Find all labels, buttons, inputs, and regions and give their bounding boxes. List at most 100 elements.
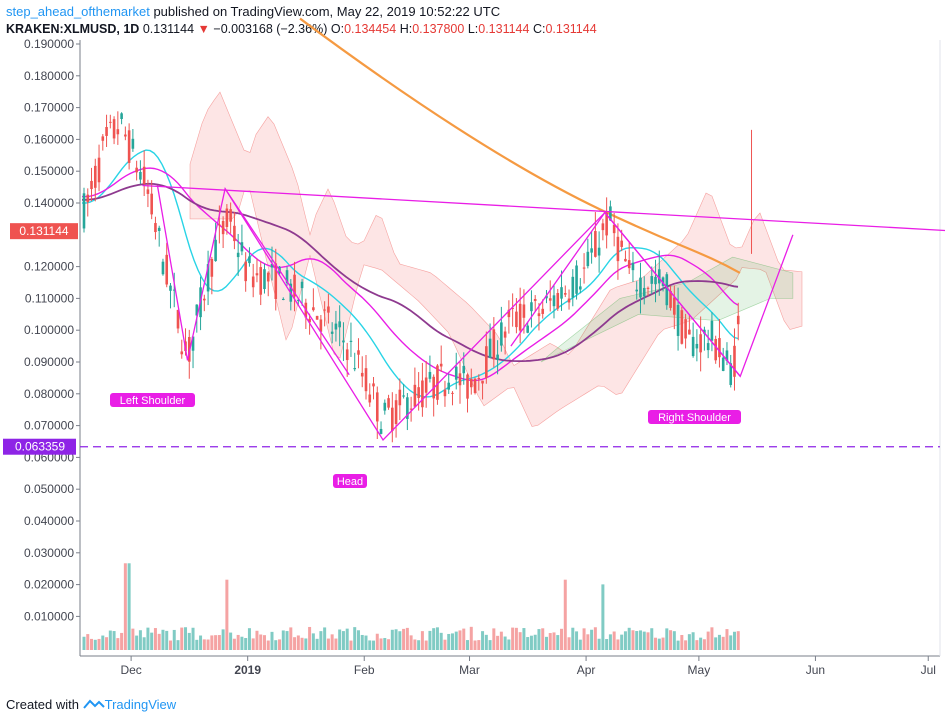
volume-bar — [672, 631, 676, 650]
volume-bar — [481, 631, 485, 650]
y-tick-label: 0.010000 — [24, 609, 74, 623]
x-tick-label: Jul — [921, 663, 936, 677]
volume-bar — [108, 630, 112, 650]
candle-body — [218, 224, 221, 226]
volume-bar — [650, 628, 654, 650]
current-price-label: 0.131144 — [19, 224, 68, 238]
candle-body — [240, 242, 244, 252]
volume-bar — [623, 631, 627, 650]
volume-bar — [605, 639, 609, 650]
candle-body — [327, 306, 330, 313]
volume-bar — [300, 637, 304, 650]
candle-body — [556, 293, 560, 309]
candle-body — [627, 260, 631, 269]
volume-bar — [560, 628, 564, 650]
symbol: KRAKEN:XLMUSD, 1D — [6, 22, 140, 36]
volume-bar — [680, 634, 684, 650]
volume-bar — [311, 633, 315, 650]
volume-bar — [469, 626, 473, 650]
y-tick-label: 0.190000 — [24, 37, 74, 51]
candle-body — [97, 157, 101, 183]
volume-bar — [390, 629, 394, 650]
candle-body — [131, 138, 135, 149]
pattern-line — [224, 188, 350, 376]
candle-body — [699, 334, 702, 353]
volume-bar — [112, 631, 116, 650]
candle-body — [266, 272, 270, 282]
volume-bar — [725, 629, 729, 650]
candle-body — [345, 349, 349, 361]
candle-body — [485, 346, 488, 378]
candle-body — [473, 378, 477, 393]
volume-bar — [424, 640, 428, 650]
volume-bar — [221, 629, 225, 650]
candle-body — [274, 263, 278, 299]
volume-bar — [270, 631, 274, 650]
volume-bar — [255, 630, 259, 650]
volume-bar — [142, 637, 146, 650]
candle-body — [353, 368, 357, 370]
volume-bar — [657, 638, 661, 650]
volume-bar — [278, 639, 282, 650]
candle-body — [439, 363, 443, 367]
volume-bar — [105, 637, 109, 650]
volume-bar — [334, 638, 338, 650]
volume-bar — [353, 627, 357, 650]
volume-bar — [236, 634, 240, 650]
tradingview-brand[interactable]: TradingView — [104, 697, 177, 712]
volume-bar — [635, 631, 639, 650]
candle-body — [225, 208, 229, 228]
candle-body — [718, 338, 721, 358]
candle-body — [93, 165, 97, 188]
open-label: O: — [330, 22, 345, 36]
candle-body — [620, 240, 623, 247]
volume-bar — [244, 638, 248, 650]
volume-bar — [511, 627, 515, 650]
volume-bar — [285, 631, 289, 650]
volume-bar — [379, 638, 383, 650]
author-name[interactable]: step_ahead_ofthemarket — [6, 4, 150, 19]
candle-body — [297, 299, 300, 301]
y-tick-label: 0.090000 — [24, 355, 74, 369]
candle-body — [251, 276, 255, 288]
candle-body — [221, 220, 225, 235]
high-value: 0.137800 — [412, 22, 465, 36]
candle-body — [560, 287, 563, 299]
candle-body — [233, 225, 236, 242]
volume-bar — [202, 639, 206, 650]
candle-body — [688, 329, 691, 335]
candle-body — [334, 323, 338, 330]
candle-body — [105, 127, 108, 136]
volume-bar — [150, 632, 154, 650]
candle-body — [639, 277, 642, 298]
candle-body — [567, 298, 571, 303]
candle-body — [338, 321, 341, 328]
candle-body — [511, 307, 514, 309]
created-with-text: Created with — [6, 697, 79, 712]
down-arrow-icon: ▼ — [197, 22, 210, 36]
volume-bar — [654, 637, 658, 650]
volume-bar — [191, 627, 195, 650]
volume-bar — [195, 639, 199, 650]
candle-body — [518, 303, 522, 331]
volume-bar — [308, 626, 312, 650]
publish-info: step_ahead_ofthemarket published on Trad… — [6, 4, 500, 19]
candle-body — [458, 373, 462, 386]
volume-bar — [503, 636, 507, 650]
volume-bar — [544, 636, 548, 650]
candle-body — [315, 315, 319, 320]
volume-bar — [710, 627, 714, 650]
tradingview-logo-icon[interactable] — [82, 697, 105, 712]
volume-bar — [522, 628, 526, 650]
candle-body — [191, 336, 195, 351]
candle-body — [146, 189, 150, 194]
candle-body — [135, 167, 138, 173]
candle-body — [563, 293, 567, 295]
volume-bar — [646, 632, 650, 650]
pattern-annotation-bg — [110, 393, 195, 407]
volume-bar — [127, 563, 131, 650]
volume-bar — [360, 634, 364, 650]
volume-bar — [578, 639, 582, 650]
y-tick-label: 0.100000 — [24, 323, 74, 337]
